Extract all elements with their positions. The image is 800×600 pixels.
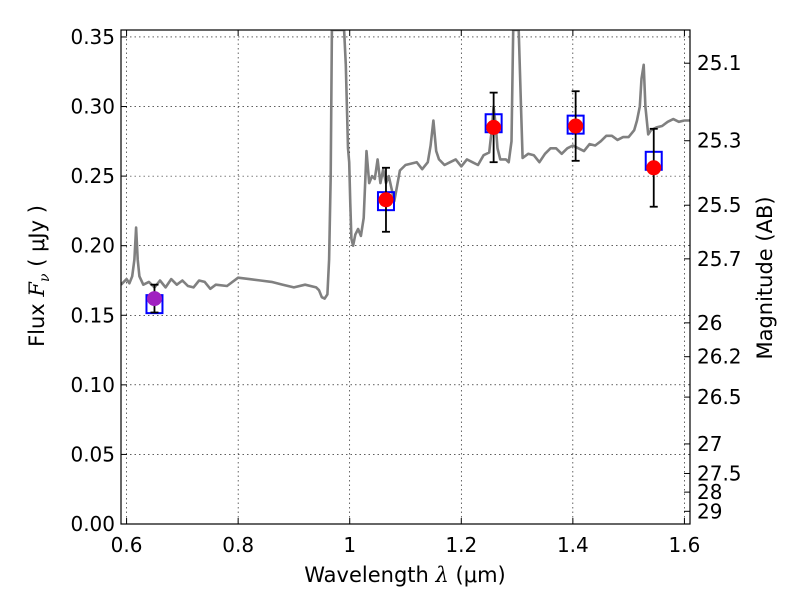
magnitude-tick-label: 29 xyxy=(697,499,722,523)
observed-point xyxy=(568,118,584,134)
magnitude-tick-label: 27.5 xyxy=(697,461,742,485)
y-tick-label: 0.25 xyxy=(70,164,115,188)
magnitude-tick-label: 28 xyxy=(697,480,722,504)
y-tick-label: 0.30 xyxy=(70,95,115,119)
x-tick-label: 0.6 xyxy=(111,533,143,557)
plot-frame xyxy=(120,29,691,525)
x-tick-label: 1.4 xyxy=(557,533,589,557)
observed-point xyxy=(146,291,162,307)
x-tick-label: 1 xyxy=(343,533,356,557)
magnitude-tick-label: 26.2 xyxy=(697,345,742,369)
y-tick-label: 0.05 xyxy=(70,442,115,466)
y-tick-label: 0.35 xyxy=(70,25,115,49)
y-tick-label: 0.15 xyxy=(70,303,115,327)
magnitude-tick-label: 25.1 xyxy=(697,51,742,75)
y-tick-label: 0.20 xyxy=(70,234,115,258)
plot-series xyxy=(121,30,690,315)
magnitude-tick-label: 27 xyxy=(697,432,722,456)
magnitude-tick-label: 26.5 xyxy=(697,385,742,409)
tick-marks xyxy=(121,30,690,525)
y-tick-label: 0.10 xyxy=(70,373,115,397)
observed-point xyxy=(486,119,502,135)
observed-point xyxy=(646,160,662,176)
x-tick-label: 0.8 xyxy=(222,533,254,557)
x-tick-label: 1.2 xyxy=(445,533,477,557)
observed-point xyxy=(378,192,394,208)
magnitude-tick-label: 25.3 xyxy=(697,129,742,153)
magnitude-tick-label: 26 xyxy=(697,311,722,335)
x-axis-title: Wavelength λ (μm) xyxy=(304,563,505,587)
right-axis-title: Magnitude (AB) xyxy=(753,196,777,359)
x-tick-labels: 0.6 0.8 1 1.2 1.4 1.6 xyxy=(111,533,701,557)
magnitude-tick-label: 25.7 xyxy=(697,247,742,271)
model-spectrum-line xyxy=(121,30,690,300)
y-tick-label: 0.00 xyxy=(70,512,115,536)
x-tick-label: 1.6 xyxy=(669,533,701,557)
magnitude-tick-label: 25.5 xyxy=(697,193,742,217)
y-tick-labels: 0.00 0.05 0.10 0.15 0.20 0.25 0.30 0.35 xyxy=(70,25,115,536)
y-axis-title: Flux Fν ( μJy ) xyxy=(25,205,53,347)
plot-background xyxy=(121,30,690,524)
